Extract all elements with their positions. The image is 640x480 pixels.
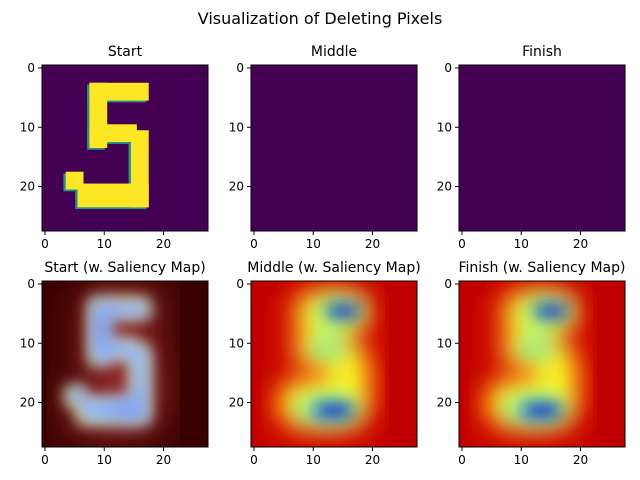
panel-finish: Finish 0 10 20 0 10 20 xyxy=(437,44,626,251)
x-tick-label: 0 xyxy=(41,453,49,467)
x-tick-label: 0 xyxy=(250,237,258,251)
y-tick-label: 10 xyxy=(229,120,244,134)
x-tick-label: 20 xyxy=(156,453,171,467)
panel-title: Start (w. Saliency Map) xyxy=(44,260,205,276)
figure-title: Visualization of Deleting Pixels xyxy=(198,9,443,28)
panel-start-saliency: Start (w. Saliency Map) 0 10 20 0 10 20 xyxy=(20,260,209,467)
panel-start: Start 0 10 20 0 10 20 xyxy=(20,44,209,251)
y-tick-label: 0 xyxy=(444,61,452,75)
y-tick-label: 10 xyxy=(229,336,244,350)
x-tick-label: 10 xyxy=(514,237,529,251)
axes-frame xyxy=(41,64,209,232)
heatmap-image xyxy=(459,65,625,231)
x-tick-label: 10 xyxy=(306,237,321,251)
axes-frame xyxy=(458,64,626,232)
heatmap-image xyxy=(42,281,208,447)
y-tick-label: 20 xyxy=(437,396,452,410)
panel-title: Finish (w. Saliency Map) xyxy=(458,260,625,276)
x-tick-label: 0 xyxy=(250,453,258,467)
y-tick-label: 10 xyxy=(20,336,35,350)
y-tick-label: 20 xyxy=(20,180,35,194)
x-tick-label: 20 xyxy=(573,453,588,467)
x-tick-label: 0 xyxy=(458,237,466,251)
axes-frame xyxy=(250,280,418,448)
y-tick-label: 0 xyxy=(444,277,452,291)
y-tick-label: 10 xyxy=(437,120,452,134)
x-tick-label: 20 xyxy=(156,237,171,251)
panel-title: Middle xyxy=(311,44,357,60)
y-tick-label: 0 xyxy=(236,277,244,291)
panel-title: Start xyxy=(108,44,143,60)
y-tick-label: 10 xyxy=(437,336,452,350)
y-tick-label: 0 xyxy=(236,61,244,75)
y-tick-label: 20 xyxy=(20,396,35,410)
axes-frame xyxy=(41,280,209,448)
x-tick-label: 20 xyxy=(365,237,380,251)
x-tick-label: 0 xyxy=(458,453,466,467)
x-tick-label: 10 xyxy=(514,453,529,467)
y-tick-label: 20 xyxy=(437,180,452,194)
x-tick-label: 10 xyxy=(306,453,321,467)
y-tick-label: 0 xyxy=(27,61,35,75)
x-tick-label: 20 xyxy=(365,453,380,467)
axes-frame xyxy=(250,64,418,232)
x-tick-label: 10 xyxy=(97,453,112,467)
panel-title: Middle (w. Saliency Map) xyxy=(247,260,420,276)
y-tick-label: 20 xyxy=(229,396,244,410)
y-tick-label: 10 xyxy=(20,120,35,134)
y-tick-label: 20 xyxy=(229,180,244,194)
x-tick-label: 20 xyxy=(573,237,588,251)
panel-middle: Middle 0 10 20 0 10 20 xyxy=(229,44,418,251)
panel-title: Finish xyxy=(522,44,562,60)
panel-finish-saliency: Finish (w. Saliency Map) 0 10 20 0 10 20 xyxy=(437,260,626,467)
heatmap-image xyxy=(459,281,625,447)
x-tick-label: 0 xyxy=(41,237,49,251)
y-tick-label: 0 xyxy=(27,277,35,291)
x-tick-label: 10 xyxy=(97,237,112,251)
axes-frame xyxy=(458,280,626,448)
heatmap-image xyxy=(251,65,417,231)
heatmap-image xyxy=(42,65,208,231)
heatmap-image xyxy=(251,281,417,447)
